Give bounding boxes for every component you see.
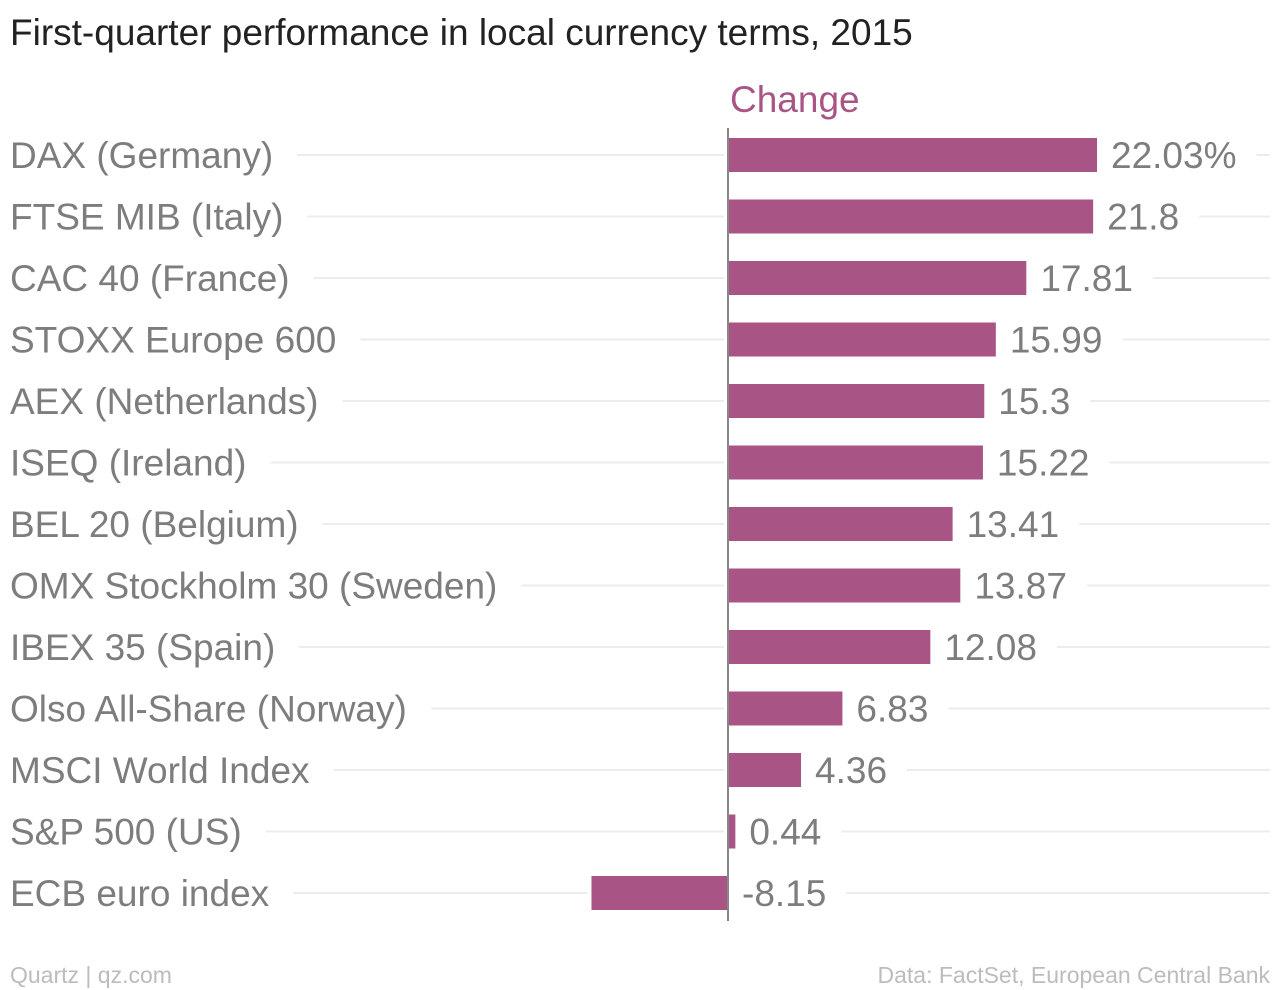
category-label: ECB euro index bbox=[10, 873, 270, 914]
bar bbox=[728, 814, 736, 849]
bar bbox=[728, 630, 931, 664]
bar bbox=[728, 568, 961, 603]
category-label: STOXX Europe 600 bbox=[10, 320, 336, 361]
bars bbox=[591, 128, 1097, 921]
gridlines bbox=[265, 154, 1270, 894]
value-label: 21.8 bbox=[1107, 197, 1179, 238]
bar bbox=[728, 753, 802, 787]
value-label: 15.22 bbox=[997, 443, 1090, 484]
footer-credit: Quartz | qz.com bbox=[10, 962, 172, 988]
value-label: 15.99 bbox=[1010, 320, 1103, 361]
category-label: AEX (Netherlands) bbox=[10, 381, 318, 422]
category-label: MSCI World Index bbox=[10, 750, 310, 791]
value-label: 6.83 bbox=[856, 689, 928, 730]
bar bbox=[728, 507, 953, 541]
value-label: 22.03% bbox=[1111, 135, 1237, 176]
bar bbox=[728, 691, 843, 726]
footer-source: Data: FactSet, European Central Bank bbox=[877, 962, 1271, 988]
bar bbox=[728, 445, 983, 480]
category-label: IBEX 35 (Spain) bbox=[10, 627, 275, 668]
series-header: Change bbox=[730, 79, 860, 120]
category-label: ISEQ (Ireland) bbox=[10, 443, 246, 484]
value-label: 13.41 bbox=[967, 504, 1060, 545]
value-label: 15.3 bbox=[998, 381, 1070, 422]
bar bbox=[728, 384, 985, 418]
value-label: 12.08 bbox=[944, 627, 1037, 668]
bar bbox=[728, 199, 1094, 234]
bar bbox=[728, 261, 1027, 295]
chart-title: First-quarter performance in local curre… bbox=[10, 12, 913, 53]
labels: Change DAX (Germany) 22.03% FTSE MIB (Italy… bbox=[10, 79, 1237, 914]
category-label: CAC 40 (France) bbox=[10, 258, 290, 299]
category-label: OMX Stockholm 30 (Sweden) bbox=[10, 566, 497, 607]
category-label: DAX (Germany) bbox=[10, 135, 273, 176]
value-label: 17.81 bbox=[1040, 258, 1133, 299]
bar bbox=[728, 138, 1097, 172]
bar bbox=[591, 876, 728, 910]
category-label: FTSE MIB (Italy) bbox=[10, 197, 283, 238]
value-label: 13.87 bbox=[974, 566, 1067, 607]
category-label: BEL 20 (Belgium) bbox=[10, 504, 299, 545]
value-label: -8.15 bbox=[742, 873, 826, 914]
category-label: Olso All-Share (Norway) bbox=[10, 689, 407, 730]
category-label: S&P 500 (US) bbox=[10, 812, 242, 853]
value-label: 4.36 bbox=[815, 750, 887, 791]
value-label: 0.44 bbox=[749, 812, 821, 853]
bar bbox=[728, 322, 996, 357]
